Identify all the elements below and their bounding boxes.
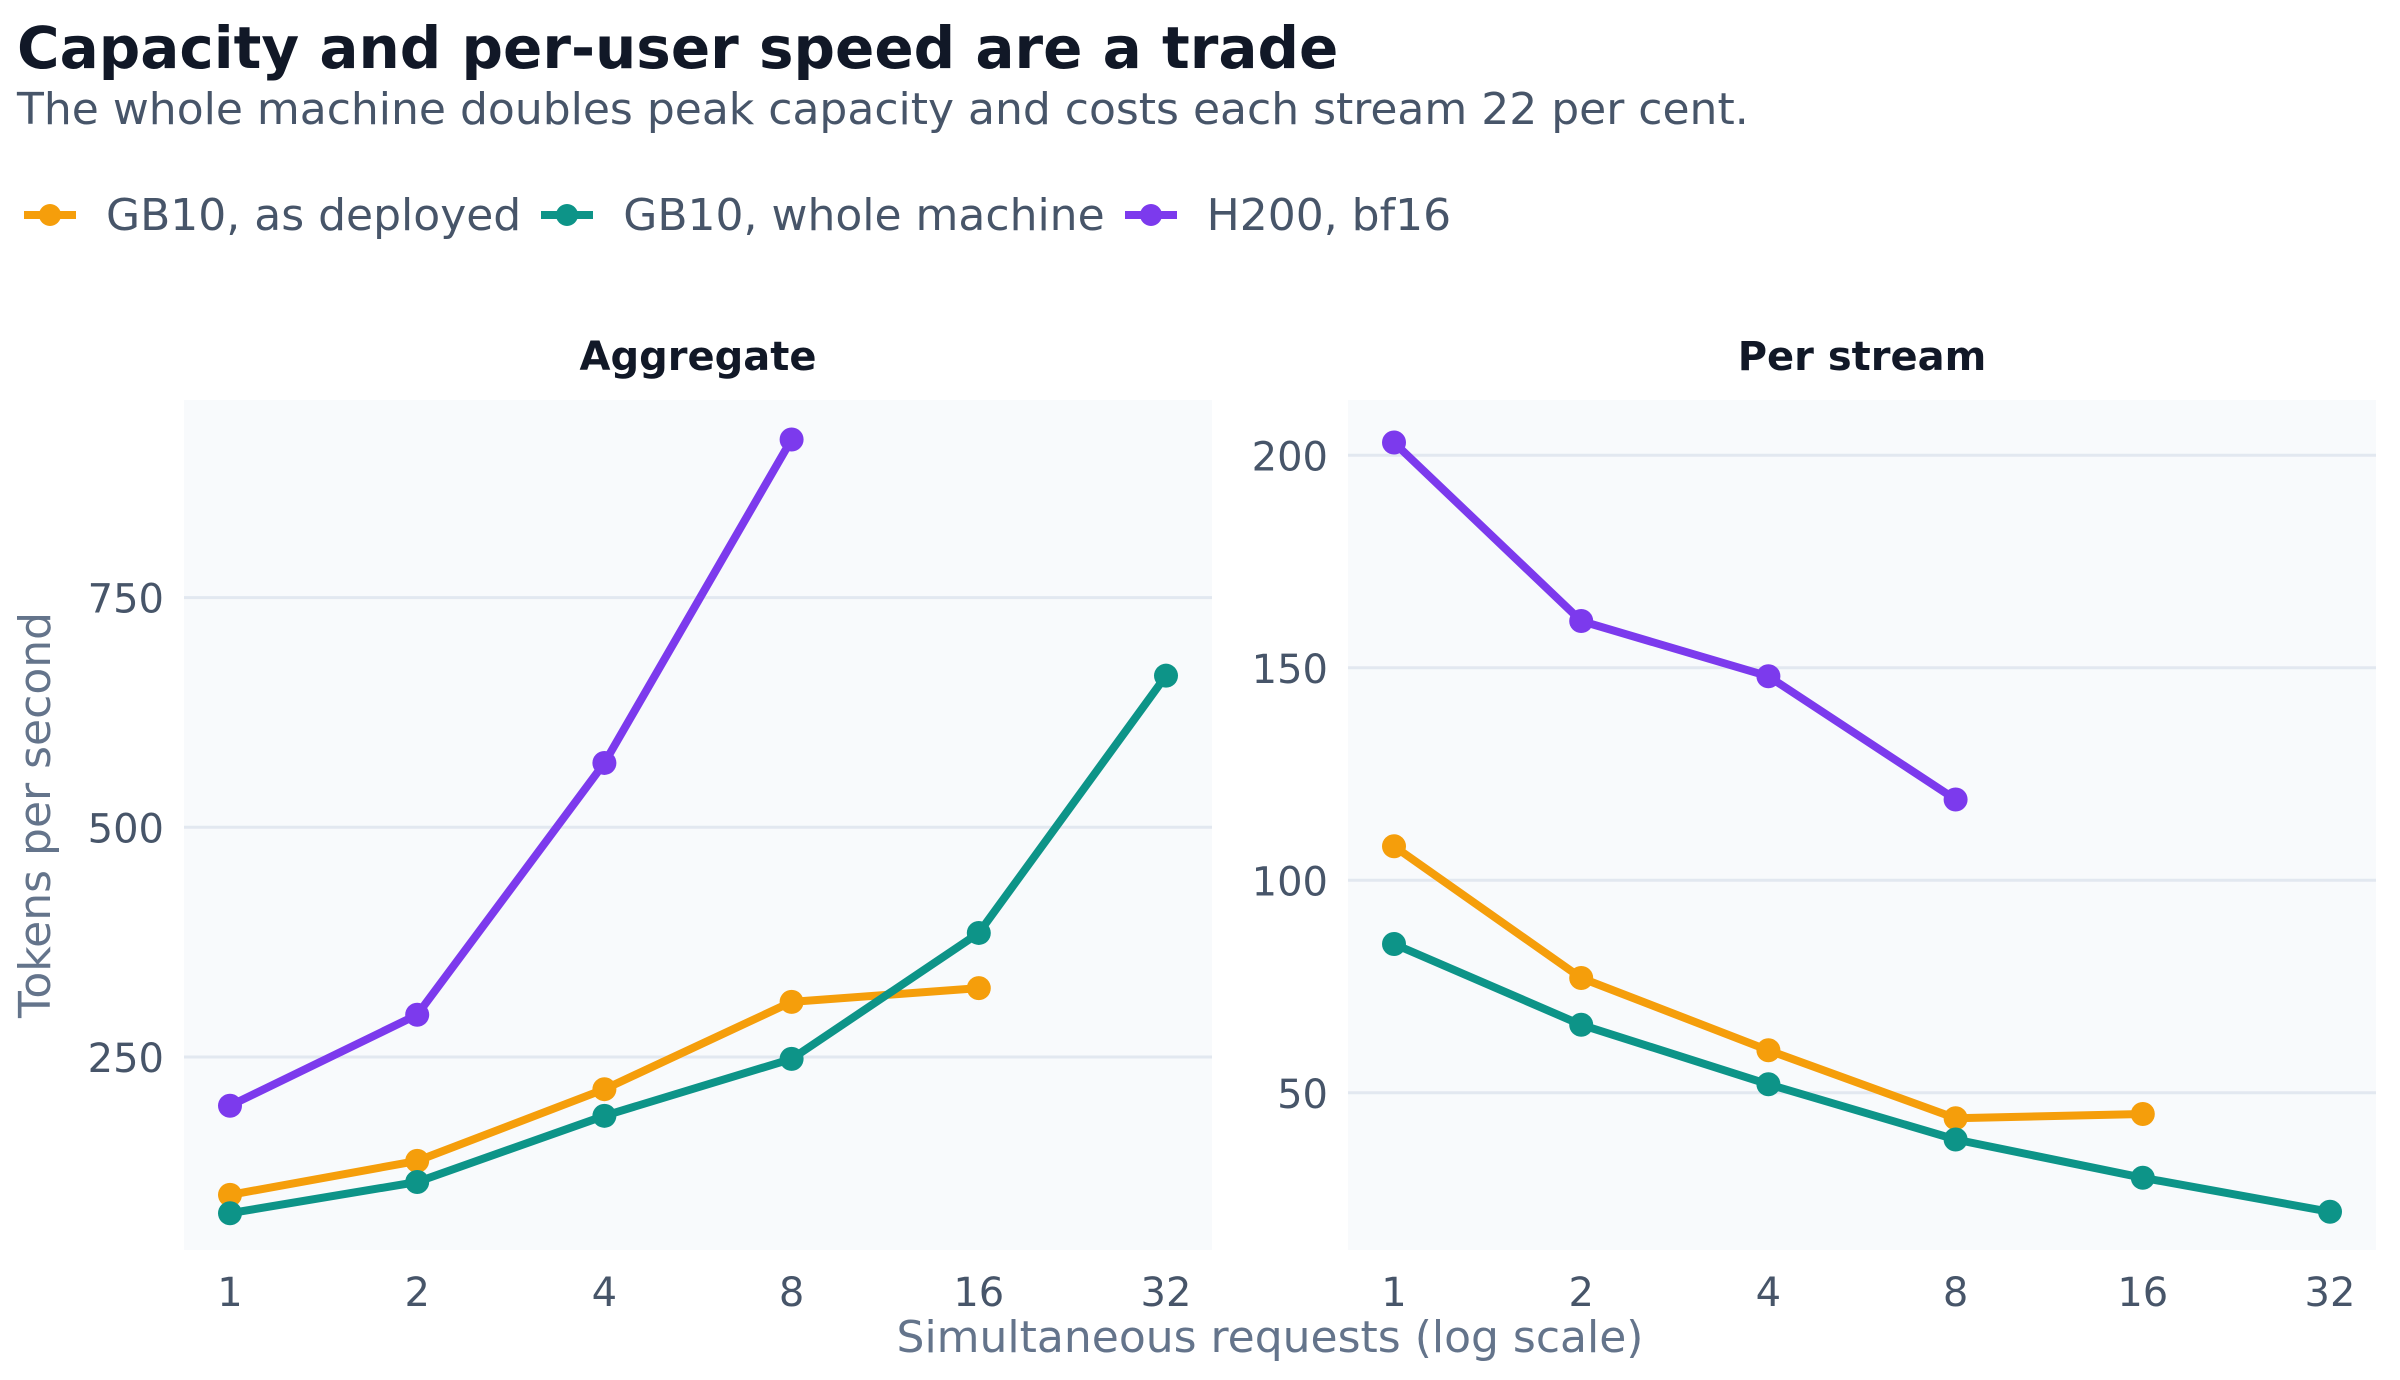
data-point [1943, 1106, 1968, 1131]
data-point [592, 1077, 617, 1102]
data-point [2130, 1165, 2155, 1190]
legend-label: H200, bf16 [1206, 189, 1452, 241]
data-point [1154, 663, 1178, 688]
data-point [966, 920, 991, 945]
x-tick-label: 8 [1943, 1270, 1968, 1316]
series-gb10-as-deployed [1382, 834, 2155, 1131]
data-point [405, 1170, 430, 1194]
legend-key-h200-bf16 [1124, 204, 1177, 226]
chart-title: Capacity and per-user speed are a trade [17, 14, 1339, 82]
data-point [1943, 1127, 1968, 1152]
data-point [218, 1201, 242, 1226]
legend-label: GB10, as deployed [106, 189, 522, 241]
y-tick-label: 750 [88, 577, 164, 623]
series-line [226, 435, 796, 1110]
data-point [779, 427, 804, 452]
data-point [1569, 966, 1594, 990]
series-line [226, 671, 1170, 1218]
data-point [592, 750, 617, 775]
data-point [405, 1148, 430, 1173]
series-line [1390, 438, 1960, 804]
x-tick-label: 1 [217, 1270, 242, 1316]
legend-label: GB10, whole machine [623, 189, 1105, 241]
data-point [1943, 787, 1968, 812]
series-line [1390, 940, 2334, 1216]
data-point [1569, 1012, 1594, 1037]
data-point [1382, 430, 1406, 455]
legend-item-gb10-whole-machine: GB10, whole machine [539, 189, 1105, 241]
data-point [1756, 1038, 1781, 1063]
data-point [779, 1046, 804, 1071]
data-point [218, 1182, 242, 1207]
y-tick-label: 250 [88, 1036, 164, 1082]
legend-key-dot [1139, 204, 1162, 226]
legend-item-h200-bf16: H200, bf16 [1123, 190, 1451, 241]
series-h200-bf16 [218, 427, 804, 1118]
legend-item-gb10-as-deployed: GB10, as deployed [22, 190, 521, 241]
legend: GB10, as deployed GB10, whole machine H2… [22, 185, 1469, 245]
data-point [1756, 664, 1781, 689]
panel-background [1348, 400, 2376, 1250]
chart-subtitle: The whole machine doubles peak capacity … [17, 84, 1749, 135]
y-tick-label: 150 [1252, 647, 1328, 693]
data-point [592, 1103, 617, 1128]
data-point [779, 989, 804, 1014]
x-tick-label: 2 [404, 1270, 429, 1316]
y-tick-label: 500 [88, 806, 164, 852]
panel-title: Aggregate [580, 334, 817, 380]
y-tick-label: 100 [1252, 859, 1328, 905]
x-tick-label: 8 [779, 1270, 804, 1316]
x-tick-label: 2 [1568, 1270, 1593, 1316]
series-gb10-as-deployed [218, 976, 991, 1207]
panel-title: Per stream [1738, 334, 1987, 380]
series-h200-bf16 [1382, 430, 1968, 812]
x-tick-label: 32 [1141, 1270, 1192, 1316]
y-tick-label: 50 [1277, 1072, 1328, 1118]
x-axis-label: Simultaneous requests (log scale) [897, 1312, 1644, 1363]
data-point [2130, 1102, 2155, 1126]
data-point [405, 1002, 430, 1027]
y-tick-label: 200 [1252, 434, 1328, 480]
x-tick-label: 16 [2117, 1270, 2168, 1316]
x-tick-label: 4 [592, 1270, 617, 1316]
x-tick-label: 4 [1756, 1270, 1781, 1316]
panel-background [184, 400, 1212, 1250]
legend-key-dot [39, 204, 61, 226]
data-point [1382, 932, 1406, 956]
legend-key-gb10-whole-machine [541, 204, 594, 226]
legend-key-dot [556, 204, 579, 226]
data-point [1756, 1072, 1781, 1097]
panel-0: 250 500 750 1 2 4 8 16 32 Aggregate [88, 334, 1212, 1316]
x-tick-label: 16 [953, 1270, 1004, 1316]
data-point [2318, 1199, 2342, 1224]
series-gb10-whole-machine [218, 663, 1178, 1226]
data-point [1569, 609, 1594, 633]
legend-key-gb10-as-deployed [24, 204, 76, 226]
x-tick-label: 32 [2305, 1270, 2356, 1316]
panel-1: 50 100 150 200 1 2 4 8 16 32 Per stream [1252, 334, 2376, 1316]
data-point [1382, 834, 1406, 859]
series-gb10-whole-machine [1382, 932, 2342, 1224]
data-point [218, 1093, 242, 1118]
x-tick-label: 1 [1381, 1270, 1406, 1316]
y-axis-label: Tokens per second [10, 612, 61, 1019]
data-point [966, 976, 991, 1001]
